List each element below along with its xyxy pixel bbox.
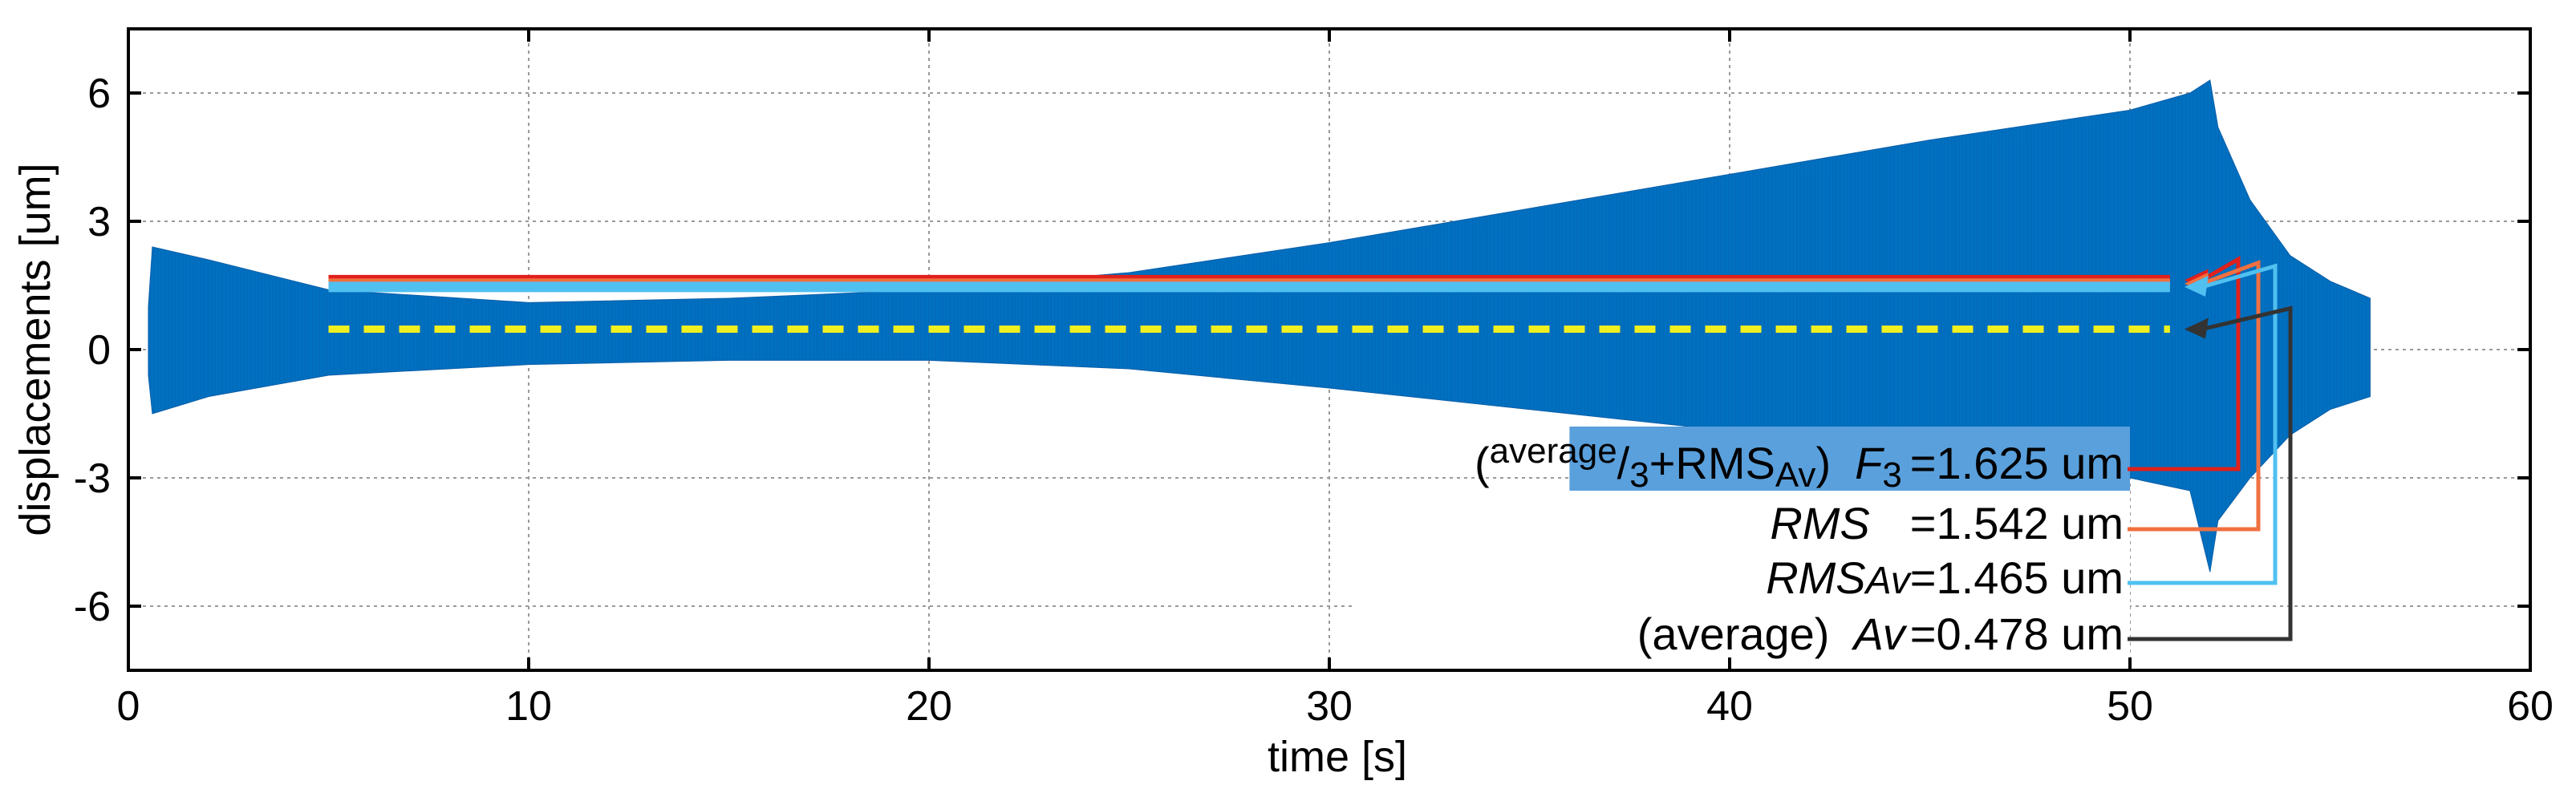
y-tick-label-3: -3 [74,455,111,502]
svg-text:(average)Av=0.478 um: (average) Av =0.478 um [1637,609,2124,659]
annotation-av: (average) Av =0.478 um [1637,609,2124,659]
signal-oscillation-texture [149,81,2371,669]
x-tick-label-3: 30 [1306,683,1353,730]
svg-text:(average/3+RMSAv)F3=1.625 um: (average/3+RMSAv) F3 =1.625 um [1475,431,2124,495]
svg-text:RMSAv=1.465 um: RMSAv=1.465 um [1766,552,2124,603]
f3-prefix-plus: +RMS [1649,438,1775,488]
f3-prefix-close: ) [1815,438,1831,488]
leader-arrow-av [2184,318,2209,339]
rmsav-value: =1.465 um [1910,552,2124,603]
annotation-f3: (average/3+RMSAv) F3 =1.625 um [1475,431,2124,495]
x-tick-label-5: 50 [2107,683,2153,730]
f3-prefix-open: ( [1475,438,1490,488]
leader-rmsav [2128,263,2278,585]
rms-value: =1.542 um [1910,498,2124,548]
leader-arrow-rmsav [2184,275,2209,297]
y-axis: 6 3 0 -3 -6 [74,71,2530,630]
x-axis: 0 10 20 30 40 50 60 [117,29,2554,730]
annotation-light-patch [1569,427,2130,491]
svg-text:RMS=1.542 um: RMS =1.542 um [1770,498,2124,548]
y-tick-label-4: -6 [74,584,111,630]
f3-symbol-sub: 3 [1882,455,1901,495]
x-tick-label-1: 10 [505,683,552,730]
y-tick-label-1: 3 [87,199,111,245]
f3-prefix-sub-av: Av [1775,455,1816,495]
rmsav-symbol-sub: Av [1864,560,1913,602]
f3-prefix-slash: / [1617,438,1630,488]
x-tick-label-6: 60 [2507,683,2554,730]
reference-lines [328,274,2170,334]
x-tick-label-0: 0 [117,683,140,730]
signal-oscillation-strokes [149,81,2371,564]
y-tick-label-0: 6 [87,71,111,117]
annotation-leaders [2128,256,2293,641]
leader-rms [2128,260,2261,532]
f3-prefix-sup: average [1490,431,1617,471]
av-symbol: Av [1851,609,1907,659]
x-axis-label: time [s] [1268,733,1407,781]
leader-f3 [2128,256,2241,471]
annotation-white-area [1356,491,2130,669]
y-axis-label: displacements [um] [11,163,59,536]
annotation-rmsav: RMSAv=1.465 um [1766,552,2124,603]
av-prefix: (average) [1637,609,1830,659]
leader-av [2128,305,2293,641]
y-tick-label-2: 0 [87,327,111,374]
f3-prefix-sub3: 3 [1629,455,1649,495]
f3-value: =1.625 um [1910,438,2124,488]
rms-symbol: RMS [1770,498,1869,548]
x-tick-label-2: 20 [906,683,952,730]
x-tick-label-4: 40 [1706,683,1753,730]
annotation-rms: RMS =1.542 um [1770,498,2124,548]
f3-symbol: F [1855,438,1884,488]
av-value: =0.478 um [1910,609,2124,659]
rmsav-symbol: RMS [1766,552,1865,603]
